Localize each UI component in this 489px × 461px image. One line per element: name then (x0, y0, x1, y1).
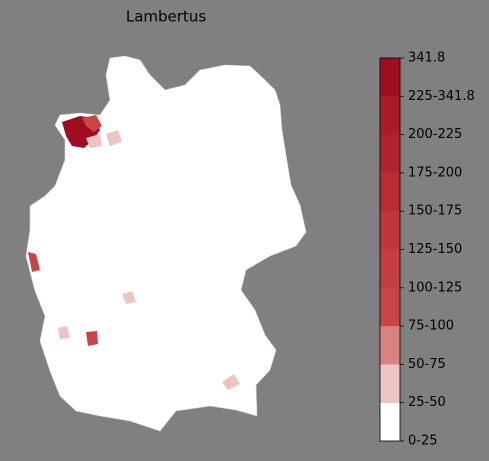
colorbar-segment (380, 249, 400, 288)
region-low (86, 134, 102, 148)
colorbar-segment (380, 287, 400, 327)
colorbar-label: 150-175 (408, 204, 462, 219)
colorbar-label: 225-341.8 (408, 89, 475, 104)
colorbar-segment (380, 364, 400, 403)
colorbar-label: 200-225 (408, 127, 462, 142)
colorbar: 0-25 25-50 50-75 75-100 100-125 125-150 150-17… (379, 51, 475, 449)
colorbar-segment (380, 96, 400, 135)
colorbar-label: 0-25 (408, 434, 438, 449)
colorbar-label: 100-125 (408, 280, 462, 295)
colorbar-segment (380, 172, 400, 212)
colorbar-label: 75-100 (408, 319, 454, 334)
colorbar-label: 50-75 (408, 357, 446, 372)
map-title: Lambertus (126, 8, 206, 26)
region-low (58, 326, 70, 339)
region-mid (82, 115, 102, 132)
region-low (122, 291, 136, 304)
colorbar-label: 125-150 (408, 242, 462, 257)
region-low (222, 374, 240, 390)
colorbar-label: 175-200 (408, 165, 462, 180)
colorbar-segment (380, 326, 400, 365)
colorbar-label: 25-50 (408, 395, 446, 410)
region-low (106, 130, 122, 146)
region-mid (86, 331, 98, 346)
colorbar-segment (380, 134, 400, 173)
region-mid (28, 252, 40, 272)
colorbar-segment (380, 402, 400, 441)
colorbar-label: 341.8 (408, 51, 445, 66)
map (25, 55, 307, 432)
colorbar-segment (380, 211, 400, 250)
colorbar-segment (380, 58, 400, 97)
